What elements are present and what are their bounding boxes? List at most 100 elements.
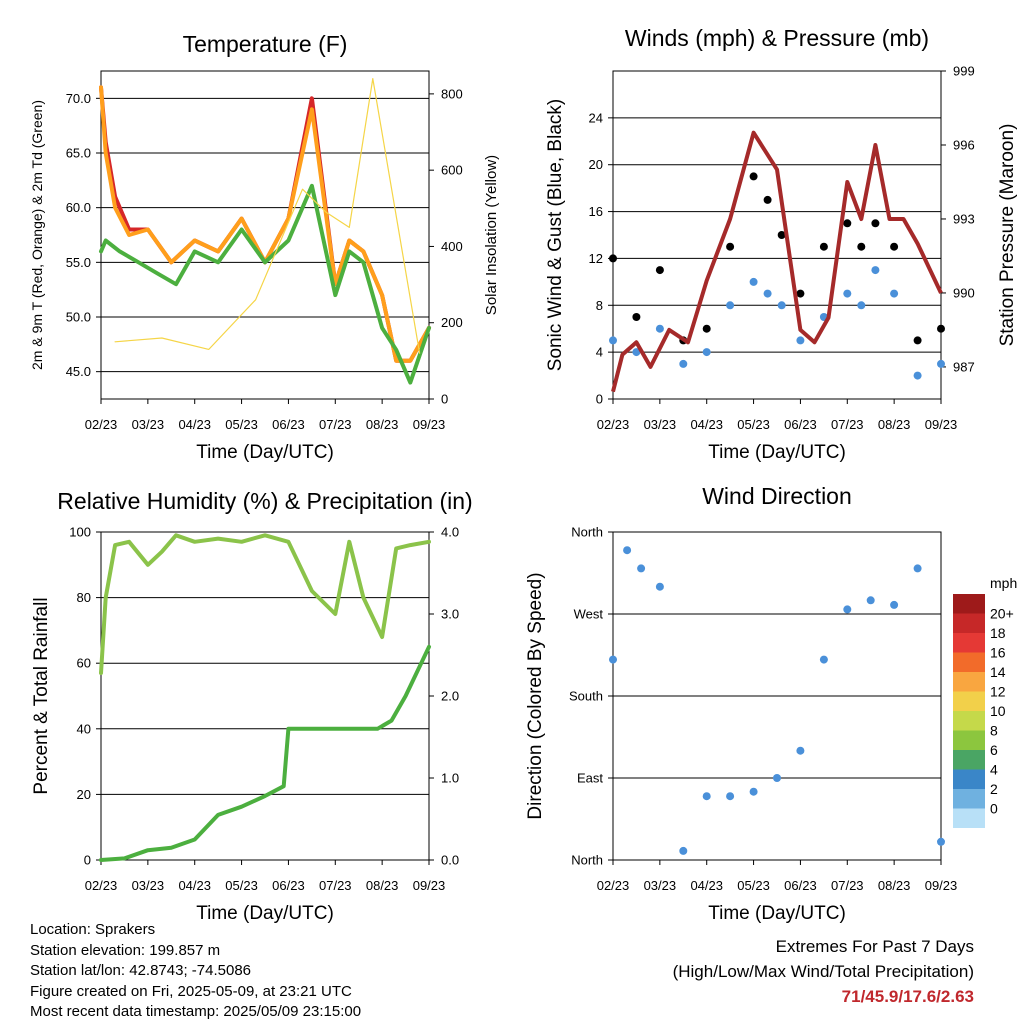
legend-swatch-3	[953, 652, 985, 672]
y2-tick-label-0-3: 600	[441, 163, 463, 178]
legend-label-8: 4	[990, 762, 998, 778]
y-tick-label-2-2: 40	[77, 721, 91, 736]
data-point-1-1-4	[702, 324, 711, 333]
x-axis-label-0: Time (Day/UTC)	[196, 442, 334, 463]
legend-swatch-6	[953, 711, 985, 731]
x-tick-label-3-7: 09/23	[925, 878, 958, 893]
x-tick-label-2-7: 09/23	[413, 878, 446, 893]
y-tick-label-1-2: 8	[596, 298, 603, 313]
data-point-1-1-11	[843, 219, 852, 228]
y-tick-label-2-1: 20	[77, 787, 91, 802]
data-point-3-0-0	[609, 655, 617, 664]
x-tick-label-3-0: 02/23	[597, 878, 630, 893]
data-point-1-0-9	[796, 336, 805, 345]
extremes-subtitle: (High/Low/Max Wind/Total Precipitation)	[672, 962, 974, 981]
data-point-3-0-11	[843, 605, 852, 614]
y2-tick-label-1-4: 999	[953, 64, 975, 79]
y2-tick-label-0-1: 200	[441, 315, 463, 330]
legend-swatch-5	[953, 691, 985, 711]
data-point-1-0-5	[726, 301, 735, 310]
y-tick-label-2-5: 100	[69, 525, 91, 540]
figure-created: Figure created on Fri, 2025-05-09, at 23…	[30, 982, 352, 1000]
data-point-1-0-13	[871, 266, 880, 275]
data-point-1-0-2	[655, 324, 664, 333]
x-tick-label-2-2: 04/23	[178, 878, 211, 893]
x-tick-label-3-4: 06/23	[784, 878, 817, 893]
x-tick-label-1-3: 05/23	[737, 417, 770, 432]
data-point-1-0-0	[609, 336, 617, 345]
y-tick-label-2-4: 80	[77, 590, 91, 605]
legend-label-4: 12	[990, 684, 1006, 700]
data-point-1-1-15	[913, 336, 922, 345]
legend-label-2: 16	[990, 645, 1006, 661]
data-point-3-0-13	[890, 600, 899, 609]
legend-swatch-10	[953, 789, 985, 809]
data-point-1-1-5	[726, 242, 735, 251]
legend-label-1: 18	[990, 625, 1006, 641]
data-point-3-0-7	[749, 787, 758, 796]
x-tick-label-0-1: 03/23	[132, 417, 165, 432]
data-point-1-0-3	[679, 359, 688, 368]
y2-tick-label-0-0: 0	[441, 392, 448, 407]
y-axis-label-0: 2m & 9m T (Red, Orange) & 2m Td (Green)	[29, 100, 45, 370]
extremes-values: 71/45.9/17.6/2.63	[841, 987, 974, 1006]
y-tick-label-1-3: 12	[589, 251, 603, 266]
y-tick-label-1-0: 0	[596, 392, 603, 407]
y2-tick-label-2-1: 1.0	[441, 771, 459, 786]
x-tick-label-2-4: 06/23	[272, 878, 305, 893]
station-elevation: Station elevation: 199.857 m	[30, 941, 221, 959]
data-point-1-1-7	[763, 195, 772, 204]
data-point-1-1-10	[819, 242, 828, 251]
y-axis-label-3: Direction (Colored By Speed)	[525, 572, 546, 819]
plot-frame-2	[100, 531, 430, 861]
y2-tick-label-0-4: 800	[441, 86, 463, 101]
x-tick-label-3-5: 07/23	[831, 878, 864, 893]
y-tick-label-0-3: 60.0	[66, 200, 91, 215]
series-line-2-0	[99, 533, 431, 675]
x-tick-label-1-6: 08/23	[878, 417, 911, 432]
data-point-1-1-6	[749, 172, 758, 181]
data-point-1-1-9	[796, 289, 805, 298]
legend-swatch-0	[953, 594, 985, 614]
x-tick-label-2-1: 03/23	[132, 878, 165, 893]
y-axis-label-2: Percent & Total Rainfall	[31, 597, 52, 794]
data-point-3-0-2	[637, 564, 646, 573]
data-point-1-0-8	[777, 301, 786, 310]
y-tick-label-1-6: 24	[589, 110, 603, 125]
data-point-3-0-1	[623, 546, 632, 555]
y-tick-label-3-2: South	[569, 689, 603, 704]
y2-tick-label-0-2: 400	[441, 239, 463, 254]
y-tick-label-0-4: 65.0	[66, 146, 91, 161]
chart-title-0: Temperature (F)	[183, 31, 348, 57]
data-point-3-0-14	[913, 564, 922, 573]
legend-swatch-2	[953, 633, 985, 653]
x-tick-label-1-4: 06/23	[784, 417, 817, 432]
station-latlon: Station lat/lon: 42.8743; -74.5086	[30, 962, 252, 979]
x-tick-label-1-7: 09/23	[925, 417, 958, 432]
data-point-1-0-7	[763, 289, 772, 298]
x-tick-label-0-5: 07/23	[319, 417, 352, 432]
chart-title-2: Relative Humidity (%) & Precipitation (i…	[57, 488, 472, 514]
extremes-panel: Extremes For Past 7 Days (High/Low/Max W…	[673, 934, 974, 1009]
data-point-3-0-9	[796, 746, 805, 755]
x-tick-label-0-0: 02/23	[85, 417, 118, 432]
x-tick-label-0-2: 04/23	[178, 417, 211, 432]
data-point-1-1-2	[655, 266, 664, 275]
y2-tick-label-1-2: 993	[953, 211, 975, 226]
x-tick-label-3-3: 05/23	[737, 878, 770, 893]
legend-label-9: 2	[990, 781, 998, 797]
y2-tick-label-2-2: 2.0	[441, 689, 459, 704]
y-tick-label-0-1: 50.0	[66, 310, 91, 325]
x-tick-label-1-2: 04/23	[690, 417, 723, 432]
data-point-1-0-11	[843, 289, 852, 298]
data-point-3-0-10	[819, 655, 828, 664]
x-tick-label-0-4: 06/23	[272, 417, 305, 432]
x-tick-label-2-6: 08/23	[366, 878, 399, 893]
legend-label-7: 6	[990, 742, 998, 758]
chart-title-3: Wind Direction	[702, 483, 852, 509]
data-point-1-0-6	[749, 277, 758, 286]
data-point-1-1-16	[937, 324, 945, 333]
data-point-3-0-3	[655, 582, 664, 591]
data-point-1-0-4	[702, 348, 711, 357]
x-tick-label-3-6: 08/23	[878, 878, 911, 893]
